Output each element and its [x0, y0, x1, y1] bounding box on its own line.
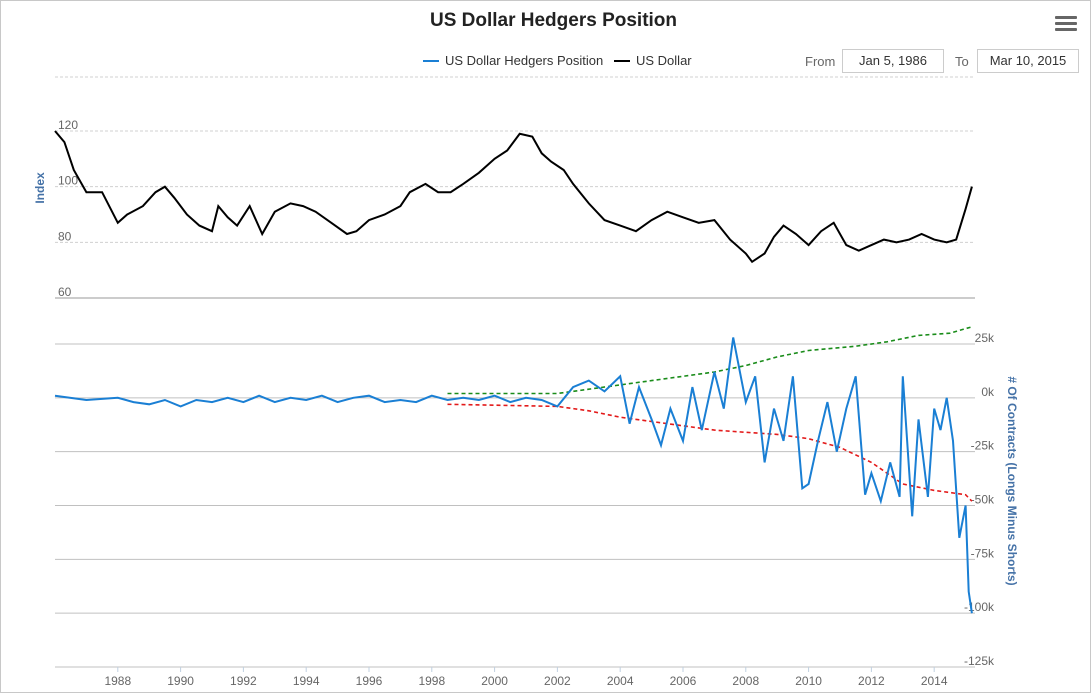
series-line-hedgers-position: [54, 337, 973, 614]
range-to-label: To: [955, 54, 969, 69]
hamburger-menu-icon[interactable]: [1055, 16, 1077, 34]
y-tick-label-left: 100: [58, 174, 78, 188]
x-tick-label: 1992: [230, 674, 257, 688]
range-from-label: From: [805, 54, 836, 69]
x-tick-label: 1994: [293, 674, 320, 688]
y-tick-label-right: 0k: [981, 385, 995, 399]
series-line-upper-band: [447, 326, 973, 395]
series-line-us-dollar: [54, 130, 973, 264]
range-from-input[interactable]: Jan 5, 1986: [842, 49, 944, 73]
x-tick-label: 2004: [607, 674, 634, 688]
y-tick-label-right: -25k: [971, 439, 995, 453]
legend-item-hedgers[interactable]: US Dollar Hedgers Position: [423, 53, 603, 68]
y-tick-label-left: 60: [58, 285, 72, 299]
y-tick-label-right: 25k: [975, 331, 995, 345]
legend-line-icon: [423, 59, 439, 62]
y-tick-label-right: -125k: [964, 654, 995, 668]
x-tick-label: 1988: [104, 674, 131, 688]
y-axis-title-left: Index: [33, 172, 47, 204]
legend-item-dollar[interactable]: US Dollar: [614, 53, 692, 68]
x-tick-label: 2010: [795, 674, 822, 688]
x-tick-label: 2000: [481, 674, 508, 688]
range-to-input[interactable]: Mar 10, 2015: [977, 49, 1079, 73]
chart-title: US Dollar Hedgers Position: [429, 10, 678, 31]
x-tick-label: 1996: [356, 674, 383, 688]
y-tick-label-left: 120: [58, 118, 78, 132]
x-tick-label: 2014: [921, 674, 948, 688]
legend-label-dollar: US Dollar: [636, 53, 692, 68]
x-tick-label: 2002: [544, 674, 571, 688]
legend-label-hedgers: US Dollar Hedgers Position: [445, 53, 604, 68]
x-tick-label: 2012: [858, 674, 885, 688]
x-tick-label: 1990: [167, 674, 194, 688]
x-tick-label: 1998: [418, 674, 445, 688]
x-tick-label: 2008: [732, 674, 759, 688]
legend-line-icon: [614, 59, 630, 62]
series-line-lower-band: [447, 403, 973, 502]
x-tick-label: 2006: [670, 674, 697, 688]
y-tick-label-right: -75k: [971, 546, 995, 560]
y-tick-label-right: -100k: [964, 600, 995, 614]
y-tick-label-right: -50k: [971, 493, 995, 507]
y-tick-label-left: 80: [58, 229, 72, 243]
y-axis-title-right: # Of Contracts (Longs Minus Shorts): [1005, 376, 1019, 585]
